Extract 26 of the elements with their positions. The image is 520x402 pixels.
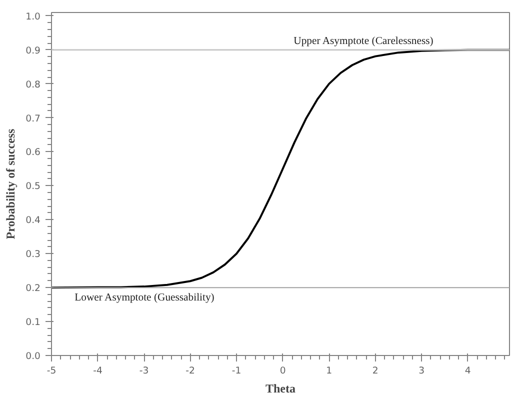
x-axis-title: Theta bbox=[266, 382, 296, 396]
line-series bbox=[52, 48, 510, 289]
x-tick-label: 2 bbox=[372, 366, 378, 376]
x-tick-label: -5 bbox=[46, 366, 56, 376]
ref-line-label: Upper Asymptote (Carelessness) bbox=[294, 36, 434, 47]
y-tick-label: 0.7 bbox=[26, 113, 41, 124]
y-tick-label: 0.3 bbox=[26, 249, 41, 260]
y-tick-label: 0.4 bbox=[26, 215, 41, 226]
x-tick-label: 1 bbox=[326, 366, 332, 376]
y-tick-label: 0.2 bbox=[26, 283, 41, 294]
y-axis-title: Probability of success bbox=[4, 128, 18, 240]
ref-line-label: Lower Asymptote (Guessability) bbox=[74, 292, 215, 304]
text: 0.0 bbox=[26, 351, 41, 362]
text: 1.0 bbox=[26, 11, 41, 22]
x-tick-label: 3 bbox=[418, 366, 425, 376]
x-tick-label: -4 bbox=[93, 366, 102, 376]
y-tick-label: 0.6 bbox=[26, 147, 41, 158]
x-tick-label: 0 bbox=[280, 366, 286, 376]
y-tick-label: 0.9 bbox=[26, 45, 41, 56]
x-tick-label: -2 bbox=[186, 366, 195, 376]
y-tick-label: 0.8 bbox=[26, 79, 41, 90]
x-tick-label: -3 bbox=[139, 366, 149, 376]
y-tick-label: 0.5 bbox=[26, 181, 41, 192]
y-tick-label: 0.1 bbox=[26, 317, 41, 328]
x-tick-label: 4 bbox=[464, 366, 471, 376]
x-tick-label: -1 bbox=[232, 366, 242, 376]
